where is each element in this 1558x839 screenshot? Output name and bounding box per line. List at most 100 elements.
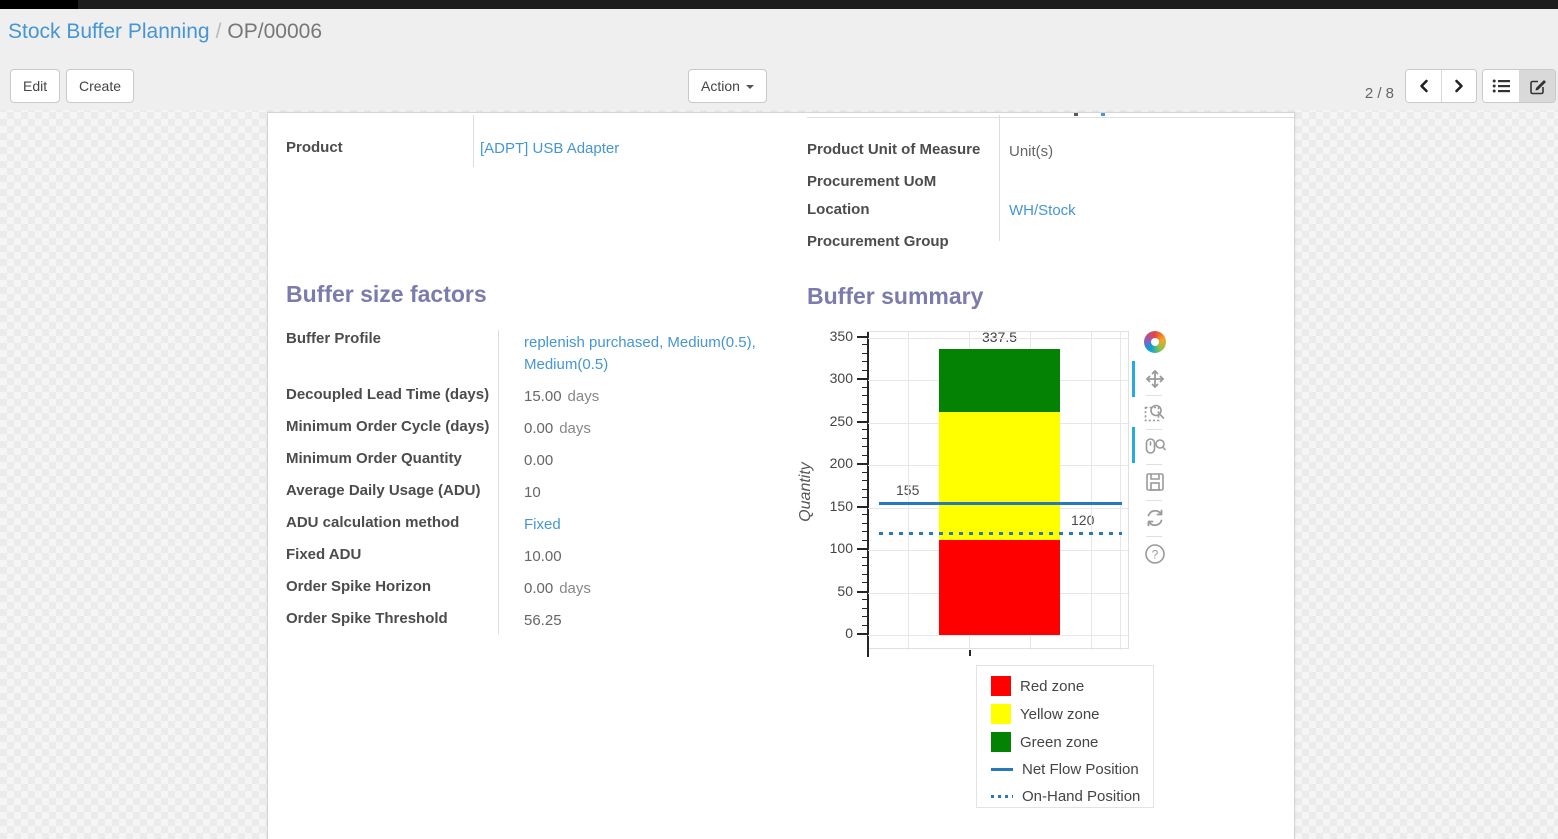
legend-swatch bbox=[991, 732, 1011, 752]
create-button[interactable]: Create bbox=[66, 69, 135, 103]
ytick bbox=[862, 412, 867, 414]
toolbar-divider bbox=[1146, 429, 1162, 430]
ytick bbox=[862, 556, 867, 558]
edit-button[interactable]: Edit bbox=[10, 69, 61, 103]
x-axis-tick bbox=[969, 650, 971, 656]
save-tool-button[interactable] bbox=[1144, 471, 1166, 493]
buffer-profile-value-link[interactable]: replenish purchased, Medium(0.5), Medium… bbox=[524, 334, 756, 373]
legend-label: Green zone bbox=[1020, 733, 1099, 751]
ytick bbox=[857, 336, 867, 338]
label-net-flow: 155 bbox=[896, 482, 919, 498]
fixed-adu-value: 10.00 bbox=[524, 548, 562, 565]
hgrid bbox=[868, 635, 1130, 636]
pan-tool-button[interactable] bbox=[1144, 368, 1166, 390]
wheel-zoom-tool-button[interactable] bbox=[1144, 435, 1166, 457]
chart-plot[interactable]: 337.5 262.5 112.5 155 120 bbox=[867, 328, 1130, 657]
location-label: Location bbox=[807, 201, 870, 218]
label-on-hand: 120 bbox=[1071, 512, 1095, 529]
column-separator bbox=[999, 115, 1000, 241]
legend-item: Yellow zone bbox=[991, 703, 1100, 725]
zone bbox=[939, 412, 1060, 540]
legend-label: Yellow zone bbox=[1020, 705, 1100, 723]
section-title-buffer-factors: Buffer size factors bbox=[286, 281, 487, 307]
ytick bbox=[857, 590, 867, 593]
min-order-cycle-label: Minimum Order Cycle (days) bbox=[286, 418, 490, 435]
toolbar-divider bbox=[1146, 464, 1162, 465]
vgrid bbox=[1091, 332, 1092, 650]
order-spike-threshold-label: Order Spike Threshold bbox=[286, 610, 448, 627]
min-order-cycle-value: 0.00 days bbox=[524, 420, 591, 437]
column-separator bbox=[473, 115, 474, 167]
yticklabel: 150 bbox=[829, 497, 853, 514]
vgrid bbox=[1120, 332, 1121, 650]
ytick bbox=[862, 480, 867, 482]
reset-icon bbox=[1147, 509, 1163, 527]
ytick bbox=[862, 369, 867, 371]
ytick bbox=[857, 633, 867, 635]
location-value-link[interactable]: WH/Stock bbox=[1009, 202, 1076, 219]
legend-swatch bbox=[991, 794, 1013, 798]
ytick bbox=[862, 352, 867, 354]
box-zoom-tool-button[interactable] bbox=[1144, 401, 1166, 423]
adu-method-value-link[interactable]: Fixed bbox=[524, 516, 561, 533]
ytick bbox=[857, 420, 867, 423]
toolbar-divider bbox=[1146, 500, 1162, 501]
label-bar-top: 337.5 bbox=[981, 328, 1018, 345]
control-panel: Stock Buffer Planning / OP/00006 Edit Crea… bbox=[0, 9, 1558, 110]
action-button[interactable]: Action bbox=[688, 69, 767, 103]
legend-label: Red zone bbox=[1020, 677, 1085, 695]
zone bbox=[939, 539, 1060, 635]
svg-text:?: ? bbox=[1152, 548, 1159, 562]
adu-label: Average Daily Usage (ADU) bbox=[286, 482, 481, 499]
yticklabel: 100 bbox=[829, 540, 853, 557]
column-separator bbox=[498, 330, 499, 634]
bokeh-logo[interactable] bbox=[1144, 331, 1166, 353]
pan-icon bbox=[1146, 370, 1164, 388]
pager-prev-button[interactable] bbox=[1406, 70, 1441, 102]
buffer-profile-label: Buffer Profile bbox=[286, 330, 382, 347]
yticklabel: 50 bbox=[837, 582, 853, 599]
ytick bbox=[862, 454, 867, 456]
breadcrumb-parent-link[interactable]: Stock Buffer Planning bbox=[8, 20, 210, 43]
min-order-qty-label: Minimum Order Quantity bbox=[286, 450, 462, 467]
uom-label: Product Unit of Measure bbox=[807, 141, 981, 158]
ytick bbox=[862, 488, 867, 490]
nfline bbox=[879, 501, 1122, 505]
reset-tool-button[interactable] bbox=[1144, 507, 1166, 529]
section-title-buffer-summary: Buffer summary bbox=[807, 283, 984, 309]
ytick bbox=[862, 522, 867, 524]
product-value-link[interactable]: [ADPT] USB Adapter bbox=[480, 140, 620, 157]
list-view-button[interactable] bbox=[1483, 70, 1519, 102]
order-spike-threshold-value: 56.25 bbox=[524, 612, 562, 629]
form-view-button[interactable] bbox=[1519, 70, 1555, 102]
top-menu-bar bbox=[0, 0, 1558, 9]
wheel-zoom-icon bbox=[1145, 438, 1166, 454]
decoupled-lead-time-label: Decoupled Lead Time (days) bbox=[286, 386, 490, 403]
ytick bbox=[862, 403, 867, 405]
ohline bbox=[879, 531, 1122, 535]
min-order-qty-value: 0.00 bbox=[524, 452, 554, 469]
pager-next-button[interactable] bbox=[1441, 70, 1476, 102]
save-icon bbox=[1146, 473, 1164, 491]
ytick bbox=[862, 395, 867, 397]
product-label: Product bbox=[286, 139, 343, 156]
legend-label: Net Flow Position bbox=[1022, 760, 1139, 778]
ytick bbox=[862, 361, 867, 363]
yticklabel: 200 bbox=[829, 455, 853, 472]
adu-value: 10 bbox=[524, 484, 541, 501]
ytick bbox=[862, 531, 867, 533]
toolbar-divider bbox=[1146, 395, 1162, 396]
help-tool-button[interactable]: ? bbox=[1144, 543, 1166, 565]
ytick bbox=[862, 497, 867, 499]
breadcrumb: Stock Buffer Planning / OP/00006 bbox=[8, 20, 322, 44]
box-zoom-icon bbox=[1144, 404, 1165, 422]
chevron-right-icon bbox=[1455, 79, 1463, 93]
edit-form-icon bbox=[1529, 80, 1546, 95]
ytick bbox=[857, 378, 867, 381]
legend-swatch bbox=[991, 704, 1011, 724]
ytick bbox=[857, 548, 867, 551]
zone bbox=[939, 348, 1060, 413]
ytick bbox=[862, 429, 867, 431]
top-menu-bar-segment bbox=[0, 0, 78, 9]
